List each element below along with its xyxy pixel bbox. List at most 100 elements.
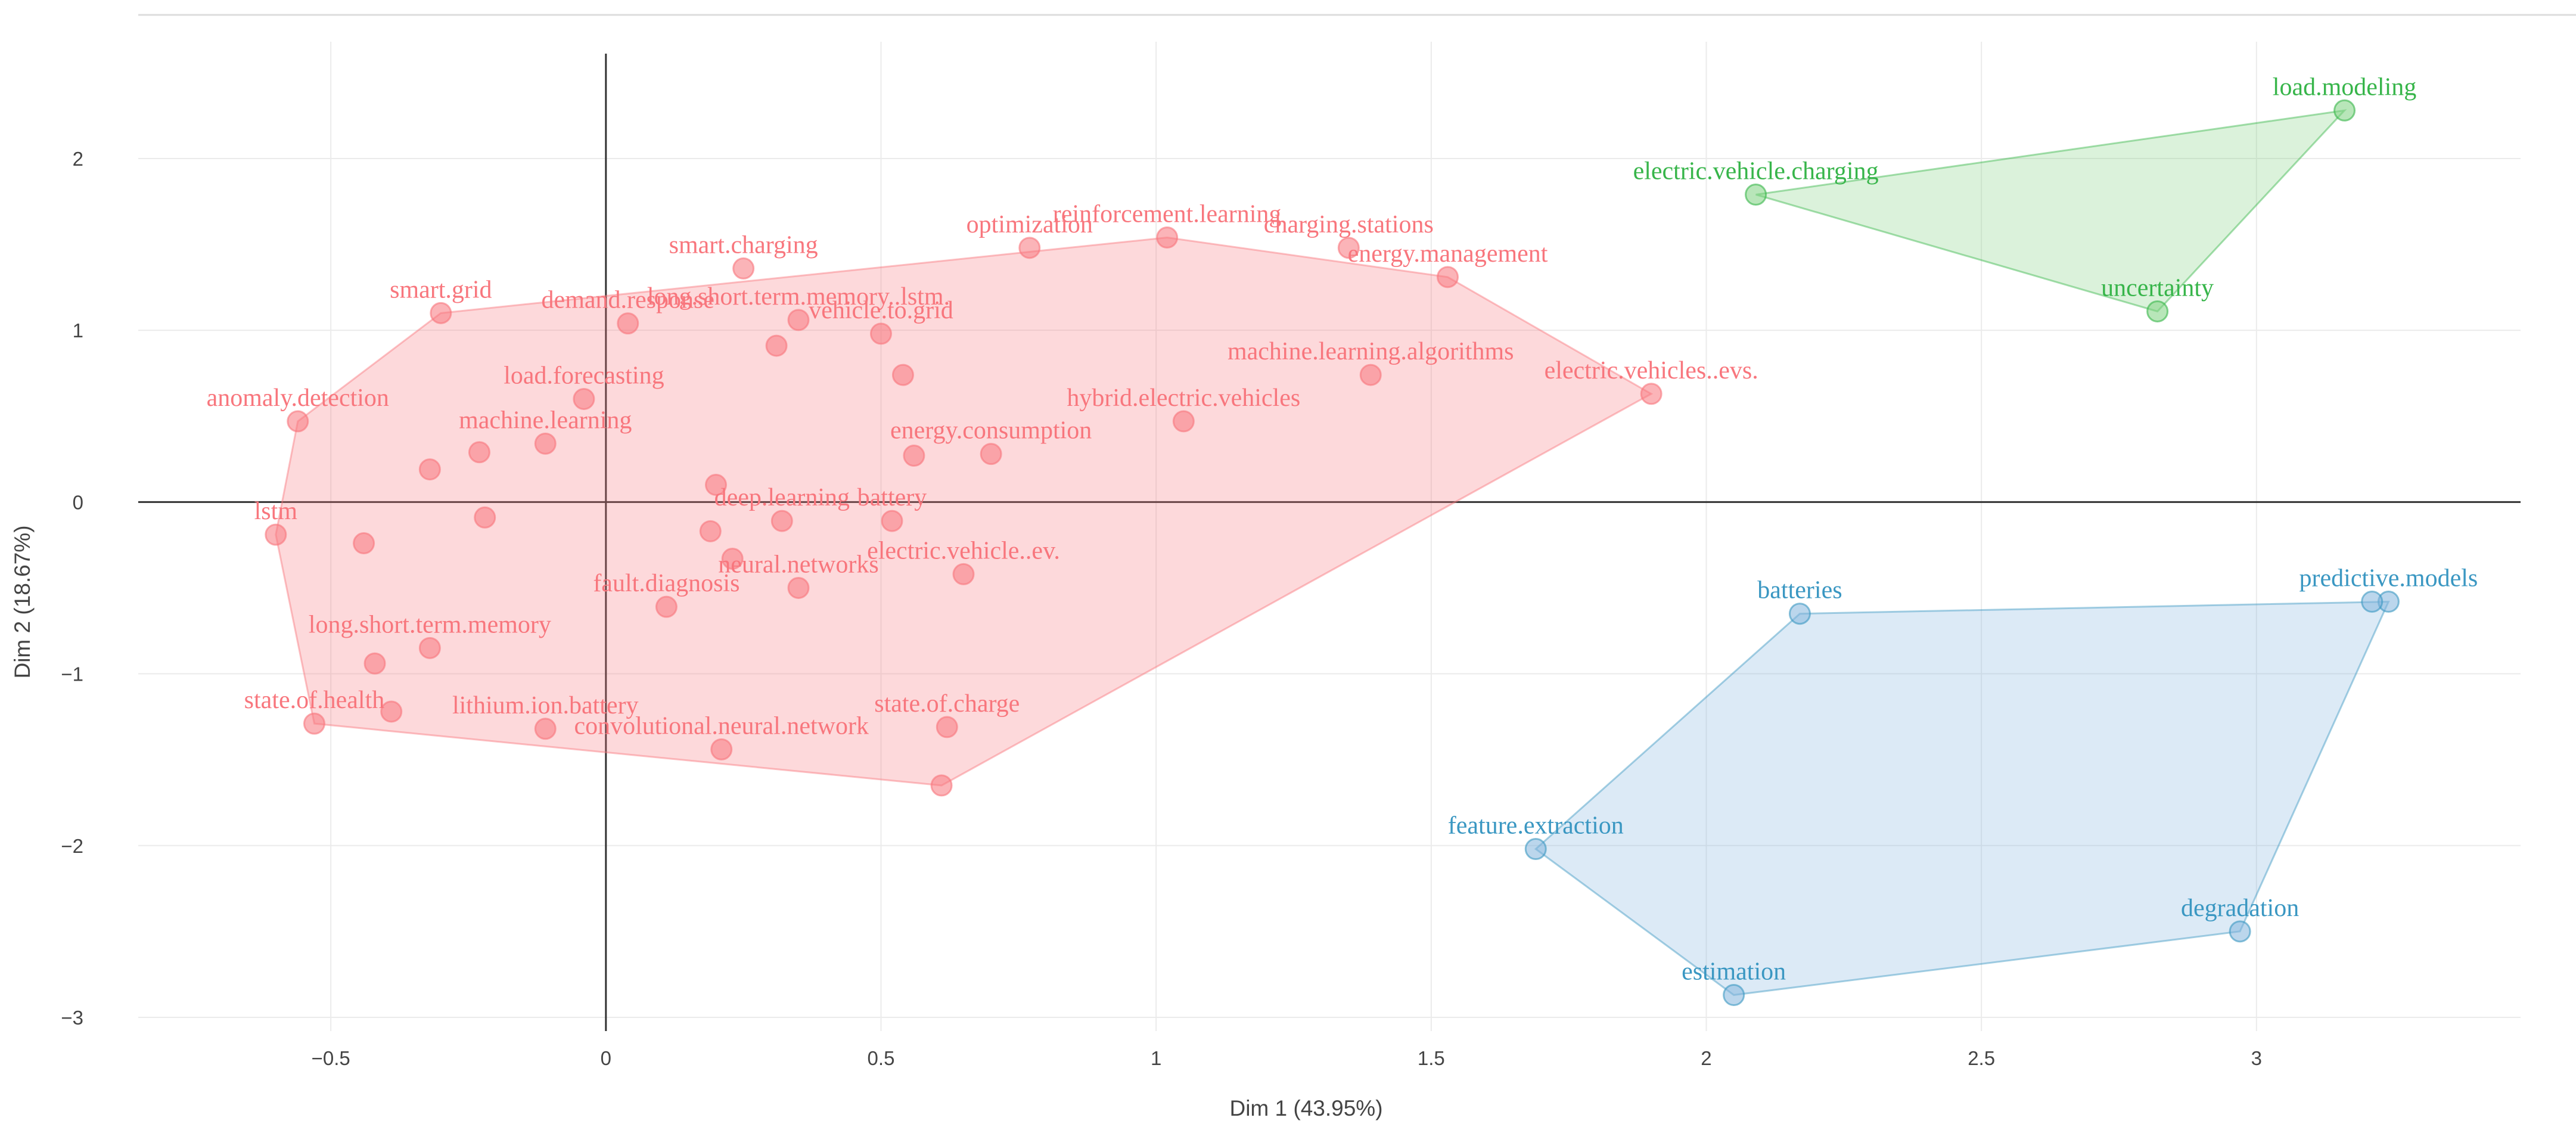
point-label: lstm <box>254 498 298 525</box>
cluster-1-point[interactable] <box>617 312 639 335</box>
point-label: electric.vehicle..ev. <box>867 537 1060 564</box>
cluster-1-point[interactable] <box>1359 364 1382 386</box>
x-tick-label: 0.5 <box>868 1047 895 1069</box>
grid-lines <box>138 42 2521 1031</box>
point-label: battery <box>857 484 927 511</box>
point-label: feature.extraction <box>1448 812 1624 840</box>
axis-ticks: −0.5 0 0.5 1 1.5 2 2.5 3 −3 −2 −1 0 1 2 <box>61 148 2262 1069</box>
point-label: estimation <box>1682 958 1786 985</box>
cluster-1-point[interactable] <box>710 738 733 760</box>
cluster-1-point[interactable] <box>1337 237 1360 259</box>
point-label: electric.vehicles..evs. <box>1545 357 1758 384</box>
cluster-1-point[interactable] <box>655 595 678 618</box>
point-label: fault.diagnosis <box>593 570 739 597</box>
cluster-3-point[interactable] <box>2146 300 2169 322</box>
cluster-1-point[interactable] <box>1640 383 1663 405</box>
cluster-1-point[interactable] <box>1018 237 1041 259</box>
point-label: long.short.term.memory <box>309 611 551 638</box>
cluster-1-point[interactable] <box>980 443 1002 465</box>
point-label: load.modeling <box>2273 73 2416 101</box>
cluster-2-point[interactable] <box>1723 983 1745 1006</box>
cluster-1-point[interactable] <box>903 445 925 467</box>
point-label: deep.learning <box>714 484 850 511</box>
point-label: electric.vehicle.charging <box>1633 157 1879 185</box>
x-tick-label: 1.5 <box>1418 1047 1445 1069</box>
x-tick-label: 1 <box>1151 1047 1161 1069</box>
point-label: long.short.term.memory..lstm. <box>647 283 950 311</box>
point-label: demand.response <box>542 287 714 314</box>
cluster-1-point[interactable] <box>303 712 325 735</box>
x-tick-label: 3 <box>2251 1047 2262 1069</box>
point-label: state.of.charge <box>874 690 1020 718</box>
y-axis-title: Dim 2 (18.67%) <box>10 525 35 678</box>
cluster-1-point[interactable] <box>287 410 309 433</box>
point-label: state.of.health <box>244 687 385 714</box>
point-label: lithium.ion.battery <box>452 692 639 719</box>
x-axis-title: Dim 1 (43.95%) <box>1229 1096 1382 1120</box>
cluster-2-point[interactable] <box>2229 920 2251 943</box>
point-label: charging.stations <box>1264 211 1434 238</box>
point-label: hybrid.electric.vehicles <box>1067 384 1300 412</box>
cluster-1-point[interactable] <box>534 718 557 740</box>
cluster-1-point[interactable] <box>930 774 953 797</box>
cluster-1-point[interactable] <box>353 532 375 555</box>
cluster-1-point[interactable] <box>1156 226 1179 249</box>
cluster-1-point[interactable] <box>770 510 793 532</box>
point-label: batteries <box>1757 577 1842 604</box>
point-label: vehicle.to.grid <box>809 297 953 324</box>
cluster-1-point[interactable] <box>952 563 975 585</box>
cluster-2-hull <box>1534 600 2390 996</box>
point-label: convolutional.neural.network <box>574 712 869 740</box>
data-points <box>265 99 2400 1006</box>
cluster-1-point[interactable] <box>881 510 903 532</box>
cluster-1-point[interactable] <box>1172 410 1195 433</box>
cluster-1-point[interactable] <box>474 506 496 529</box>
cluster-1-point[interactable] <box>418 637 441 659</box>
zero-lines <box>138 54 2521 1031</box>
point-label: energy.consumption <box>890 417 1092 445</box>
point-label: energy.management <box>1348 240 1548 268</box>
x-tick-label: 0 <box>601 1047 611 1069</box>
cluster-1-point[interactable] <box>891 364 914 386</box>
cluster-1-point[interactable] <box>699 520 722 542</box>
cluster-1-point[interactable] <box>380 700 403 723</box>
cluster-2-point[interactable] <box>1788 603 1811 625</box>
cluster-1-point[interactable] <box>534 432 557 455</box>
point-label: anomaly.detection <box>207 384 389 412</box>
cluster-1-point[interactable] <box>704 474 727 496</box>
point-label: neural.networks <box>718 551 878 578</box>
y-tick-label: 2 <box>73 148 83 170</box>
cluster-1-point[interactable] <box>265 523 287 546</box>
point-label: reinforcement.learning <box>1053 201 1282 228</box>
cluster-1-point[interactable] <box>732 257 755 280</box>
point-label: optimization <box>967 211 1093 238</box>
y-tick-label: −1 <box>61 663 83 685</box>
cluster-3-point[interactable] <box>2333 99 2356 122</box>
cluster-1-point[interactable] <box>468 441 490 464</box>
point-label: machine.learning <box>459 406 632 434</box>
x-tick-label: 2.5 <box>1968 1047 1995 1069</box>
cluster-1-point[interactable] <box>430 302 452 324</box>
point-label: smart.grid <box>390 276 492 303</box>
cluster-1-point[interactable] <box>363 652 386 675</box>
cluster-1-point[interactable] <box>936 716 958 738</box>
cluster-1-point[interactable] <box>787 576 810 599</box>
cluster-1-point[interactable] <box>721 547 744 570</box>
cluster-1-point[interactable] <box>869 322 892 345</box>
cluster-1-point[interactable] <box>787 309 810 331</box>
cluster-1-point[interactable] <box>765 334 788 357</box>
cluster-hulls <box>275 109 2390 996</box>
y-tick-label: −3 <box>61 1007 83 1029</box>
y-tick-label: 0 <box>73 491 83 513</box>
x-tick-label: −0.5 <box>312 1047 350 1069</box>
cluster-2-point[interactable] <box>1524 838 1547 861</box>
cluster-1-point[interactable] <box>573 387 595 410</box>
cluster-2-point[interactable] <box>2361 591 2384 613</box>
y-tick-label: 1 <box>73 319 83 342</box>
cluster-1-point[interactable] <box>418 458 441 481</box>
point-labels: anomaly.detection smart.grid load.forecast… <box>207 73 2478 985</box>
cluster-1-point[interactable] <box>1437 266 1459 288</box>
cluster-3-point[interactable] <box>1745 183 1767 206</box>
x-tick-label: 2 <box>1701 1047 1711 1069</box>
